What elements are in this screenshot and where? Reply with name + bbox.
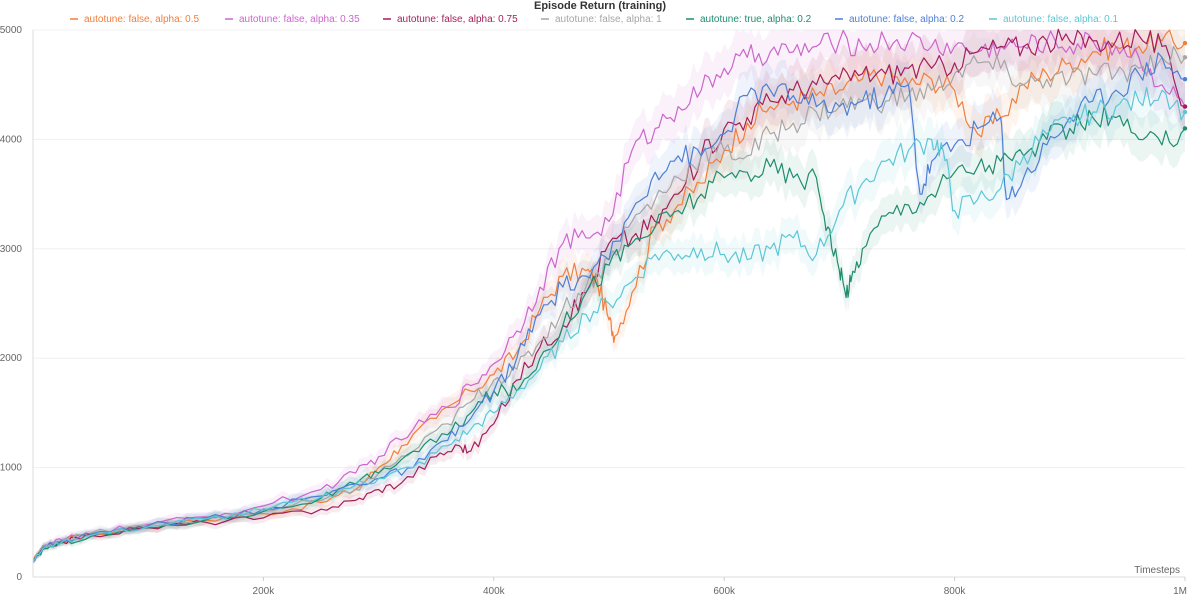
series-band-4 <box>33 30 1185 564</box>
series-end-point-4[interactable] <box>1182 55 1188 60</box>
series-end-point-1[interactable] <box>1182 40 1188 46</box>
x-axis-label: Timesteps <box>1134 565 1180 576</box>
series-band-7 <box>33 63 1185 564</box>
y-tick-label: 2000 <box>0 353 22 364</box>
series-end-point-5[interactable] <box>1182 126 1188 131</box>
x-tick-label: 600k <box>713 586 736 597</box>
series-line-7[interactable] <box>32 87 1186 562</box>
y-tick-label: 4000 <box>0 134 22 145</box>
x-tick-label: 800k <box>944 586 967 597</box>
legend-label: autotune: false, alpha: 0.1 <box>1003 14 1119 25</box>
series-line-2[interactable] <box>32 29 1186 562</box>
legend-item-7[interactable]: autotune: false, alpha: 0.1 <box>989 14 1119 25</box>
confidence-bands <box>33 30 1185 565</box>
x-tick-label: 200k <box>253 586 276 597</box>
legend-label: autotune: false, alpha: 0.2 <box>849 14 965 25</box>
legend-label: autotune: true, alpha: 0.2 <box>700 14 812 25</box>
series-end-point-7[interactable] <box>1182 109 1188 115</box>
y-tick-label: 3000 <box>0 244 22 255</box>
legend-label: autotune: false, alpha: 0.35 <box>239 14 360 25</box>
series-lines <box>32 28 1188 563</box>
axes: 0 1000 2000 3000 4000 5000 200k 400k 600k 800k 1M <box>0 25 1187 597</box>
series-line-4[interactable] <box>32 45 1186 561</box>
legend-label: autotune: false, alpha: 0.5 <box>84 14 200 25</box>
legend-item-6[interactable]: autotune: false, alpha: 0.2 <box>835 14 965 25</box>
y-tick-label: 1000 <box>0 463 22 474</box>
legend: autotune: false, alpha: 0.5 autotune: fal… <box>70 14 1119 25</box>
series-end-point-6[interactable] <box>1182 77 1188 82</box>
legend-item-3[interactable]: autotune: false, alpha: 0.75 <box>383 14 518 25</box>
series-end-point-3[interactable] <box>1182 104 1188 109</box>
legend-item-1[interactable]: autotune: false, alpha: 0.5 <box>70 14 200 25</box>
legend-item-4[interactable]: autotune: false, alpha: 1 <box>541 14 662 25</box>
legend-item-2[interactable]: autotune: false, alpha: 0.35 <box>225 14 360 25</box>
series-line-1[interactable] <box>32 29 1186 561</box>
grid <box>33 29 1185 469</box>
series-line-6[interactable] <box>32 52 1186 562</box>
x-tick-label: 400k <box>483 586 506 597</box>
x-tick-label: 1M <box>1173 586 1187 597</box>
series-band-5 <box>33 82 1185 565</box>
y-tick-label: 5000 <box>0 25 22 36</box>
y-tick-label: 0 <box>16 572 22 583</box>
series-band-1 <box>33 30 1185 564</box>
legend-item-5[interactable]: autotune: true, alpha: 0.2 <box>686 14 812 25</box>
legend-label: autotune: false, alpha: 0.75 <box>397 14 518 25</box>
chart-title: Episode Return (training) <box>534 0 666 12</box>
series-line-3[interactable] <box>32 28 1186 563</box>
legend-label: autotune: false, alpha: 1 <box>555 14 662 25</box>
